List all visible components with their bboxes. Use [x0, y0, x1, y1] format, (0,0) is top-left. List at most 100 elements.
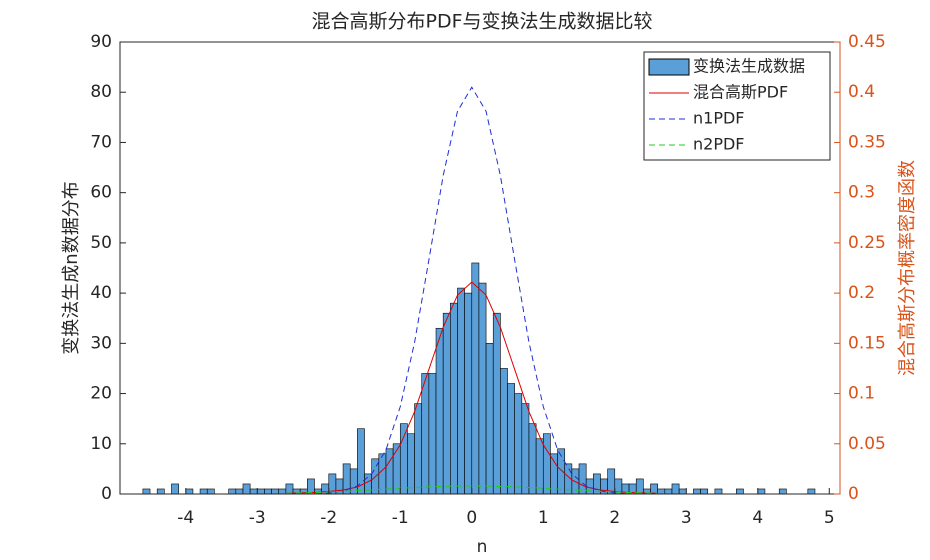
bar	[242, 483, 251, 495]
legend-label: 变换法生成数据	[693, 57, 805, 76]
y2-tick-label: 0.05	[848, 434, 886, 454]
bar	[285, 483, 294, 495]
bar	[206, 488, 215, 495]
y2-tick-label: 0.45	[848, 32, 886, 52]
bar	[142, 488, 151, 495]
bar	[471, 262, 480, 495]
bar	[607, 468, 616, 495]
bar	[442, 312, 451, 495]
y-tick-label: 60	[90, 183, 112, 203]
bar	[307, 478, 315, 495]
bar	[156, 488, 165, 495]
x-tick-label: 0	[466, 508, 477, 528]
bar	[235, 488, 244, 495]
y-tick-label: 80	[90, 82, 112, 102]
x-tick-label: -2	[320, 508, 337, 528]
bar	[550, 453, 558, 495]
x-tick-label: 2	[609, 508, 620, 528]
x-tick-label: 1	[538, 508, 549, 528]
bar	[464, 292, 473, 495]
y-tick-label: 10	[90, 434, 112, 454]
bar	[228, 488, 237, 495]
legend-label: n2PDF	[693, 135, 745, 154]
bar	[364, 473, 372, 495]
bar	[199, 488, 208, 495]
y-tick-label: 40	[90, 283, 112, 303]
y2-tick-label: 0.25	[848, 233, 886, 253]
bar	[514, 393, 523, 495]
legend-label: n1PDF	[693, 109, 745, 128]
bar	[249, 488, 258, 495]
bar	[778, 488, 787, 495]
y-tick-label: 70	[90, 132, 112, 152]
bar	[678, 488, 687, 495]
bar	[693, 488, 701, 495]
y2-tick-label: 0.35	[848, 132, 886, 152]
legend-swatch	[648, 58, 690, 76]
bar	[736, 488, 744, 495]
bar	[399, 423, 408, 495]
bar	[500, 368, 508, 495]
y2-tick-label: 0.1	[848, 384, 875, 404]
bar	[171, 483, 179, 495]
y2-tick-label: 0.4	[848, 82, 875, 102]
bar	[435, 327, 444, 495]
bar	[671, 483, 680, 495]
bar	[528, 423, 537, 495]
bar	[349, 468, 358, 495]
bar	[278, 488, 287, 495]
bar	[478, 282, 487, 495]
bar	[657, 488, 666, 495]
x-tick-label: -1	[392, 508, 409, 528]
y-tick-label: 20	[90, 384, 112, 404]
x-tick-label: 4	[752, 508, 763, 528]
bar	[450, 302, 458, 495]
bar	[378, 453, 387, 495]
bar	[414, 403, 423, 495]
y2-tick-label: 0	[848, 484, 859, 504]
bar	[185, 488, 194, 495]
bar	[485, 343, 494, 495]
bar	[492, 312, 501, 495]
bar	[757, 488, 766, 495]
bar	[264, 488, 272, 495]
pdf-line	[285, 86, 658, 495]
bar	[271, 488, 280, 495]
bar	[635, 478, 644, 495]
bar	[714, 488, 723, 495]
y-axis-label: 变换法生成n数据分布	[61, 181, 82, 354]
pdf-line	[285, 485, 658, 494]
bar	[521, 403, 530, 495]
y2-axis-label: 混合高斯分布概率密度函数	[897, 160, 918, 376]
bar	[428, 373, 437, 495]
bar	[256, 488, 265, 495]
bar	[392, 443, 401, 495]
bar	[664, 488, 673, 495]
bar	[700, 488, 709, 495]
y-tick-label: 0	[101, 484, 112, 504]
bar	[457, 287, 465, 495]
bar	[535, 438, 544, 495]
x-tick-label: -4	[177, 508, 194, 528]
bar	[578, 463, 587, 495]
bar	[807, 488, 816, 495]
bar	[385, 448, 394, 495]
bar	[542, 433, 551, 495]
x-tick-label: 5	[824, 508, 835, 528]
chart-title: 混合高斯分布PDF与变换法生成数据比较	[311, 11, 652, 33]
bar	[421, 373, 430, 495]
x-tick-label: -3	[249, 508, 266, 528]
y2-tick-label: 0.3	[848, 183, 875, 203]
x-axis-label: n	[477, 537, 488, 557]
y2-tick-label: 0.2	[848, 283, 875, 303]
bar	[507, 383, 515, 495]
x-tick-label: 3	[681, 508, 692, 528]
y-tick-label: 50	[90, 233, 112, 253]
y-tick-label: 30	[90, 333, 112, 353]
y-tick-label: 90	[90, 32, 112, 52]
bar	[407, 433, 415, 495]
legend-label: 混合高斯PDF	[693, 83, 788, 102]
